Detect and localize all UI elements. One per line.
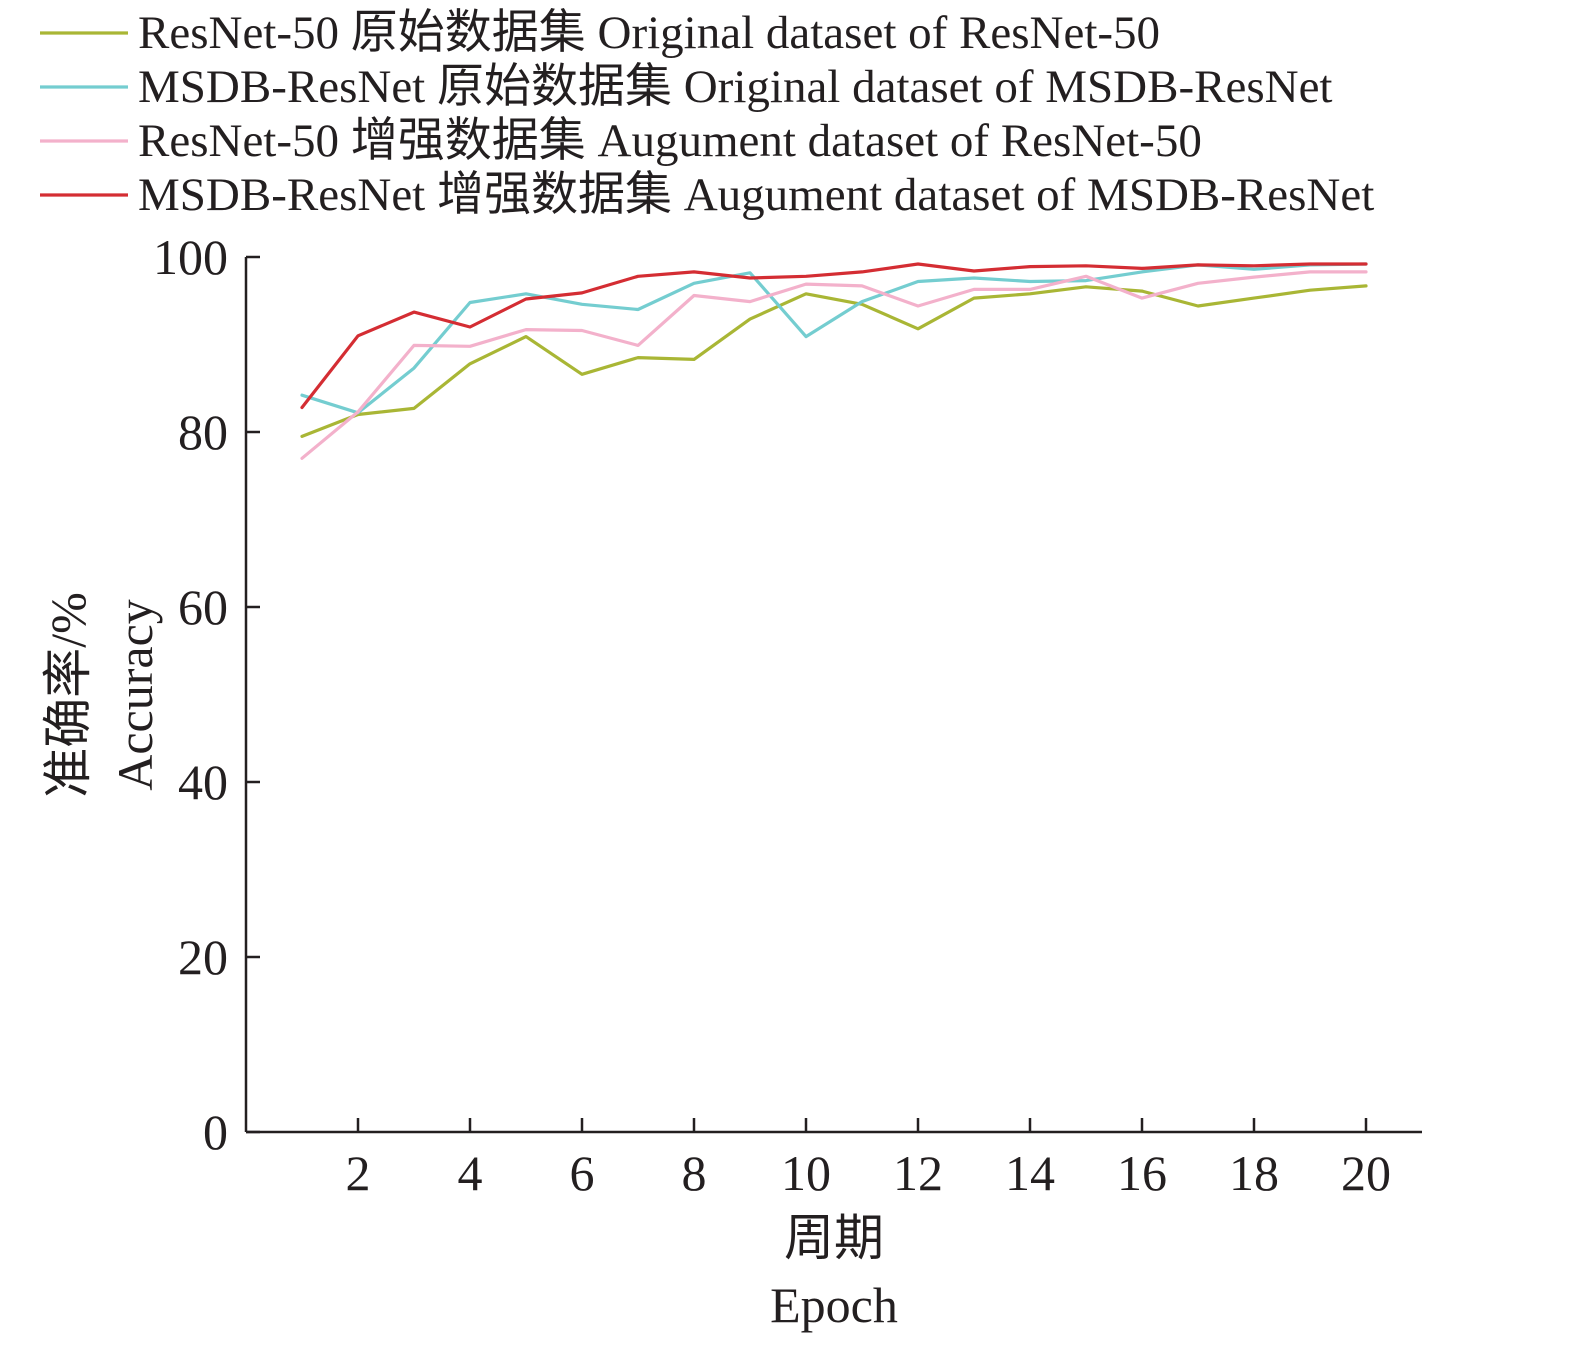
axis-titles: 周期 Epoch 准确率/% Accuracy xyxy=(40,592,898,1333)
x-tick-label: 14 xyxy=(1005,1145,1055,1201)
y-tick-label: 80 xyxy=(178,404,228,460)
y-axis-title-english: Accuracy xyxy=(107,599,163,791)
x-tick-label: 10 xyxy=(781,1145,831,1201)
legend-label-3: ResNet-50 增强数据集 Augument dataset of ResN… xyxy=(138,115,1202,167)
y-tick-label: 40 xyxy=(178,754,228,810)
series-line-3 xyxy=(300,270,1368,460)
y-tick-label: 60 xyxy=(178,579,228,635)
x-tick-label: 20 xyxy=(1341,1145,1391,1201)
x-tick-label: 18 xyxy=(1229,1145,1279,1201)
x-axis-title-chinese: 周期 xyxy=(784,1210,884,1266)
y-axis-title-chinese: 准确率/% xyxy=(40,592,96,798)
series-line-1 xyxy=(300,284,1368,438)
y-tick-label: 20 xyxy=(178,929,228,985)
series-line-4 xyxy=(300,262,1368,410)
x-tick-label: 6 xyxy=(570,1145,595,1201)
y-tick-label: 0 xyxy=(203,1104,228,1160)
x-tick-label: 16 xyxy=(1117,1145,1167,1201)
x-tick-label: 12 xyxy=(893,1145,943,1201)
x-tick-label: 4 xyxy=(458,1145,483,1201)
y-tick-label: 100 xyxy=(153,229,228,285)
legend: ResNet-50 原始数据集 Original dataset of ResN… xyxy=(40,7,1374,221)
x-axis-ticks: 2 4 6 8 10 12 14 16 18 20 xyxy=(346,1118,1391,1201)
y-axis-ticks: 0 20 40 60 80 100 xyxy=(153,229,260,1160)
x-tick-label: 8 xyxy=(682,1145,707,1201)
legend-label-1: ResNet-50 原始数据集 Original dataset of ResN… xyxy=(138,7,1160,59)
legend-label-4: MSDB-ResNet 增强数据集 Augument dataset of MS… xyxy=(138,169,1374,221)
x-tick-label: 2 xyxy=(346,1145,371,1201)
axes: 0 20 40 60 80 100 2 4 6 8 10 12 14 16 18 20 xyxy=(153,229,1422,1201)
series-lines xyxy=(300,262,1368,460)
legend-label-2: MSDB-ResNet 原始数据集 Original dataset of MS… xyxy=(138,61,1332,113)
x-axis-title-english: Epoch xyxy=(770,1277,898,1333)
